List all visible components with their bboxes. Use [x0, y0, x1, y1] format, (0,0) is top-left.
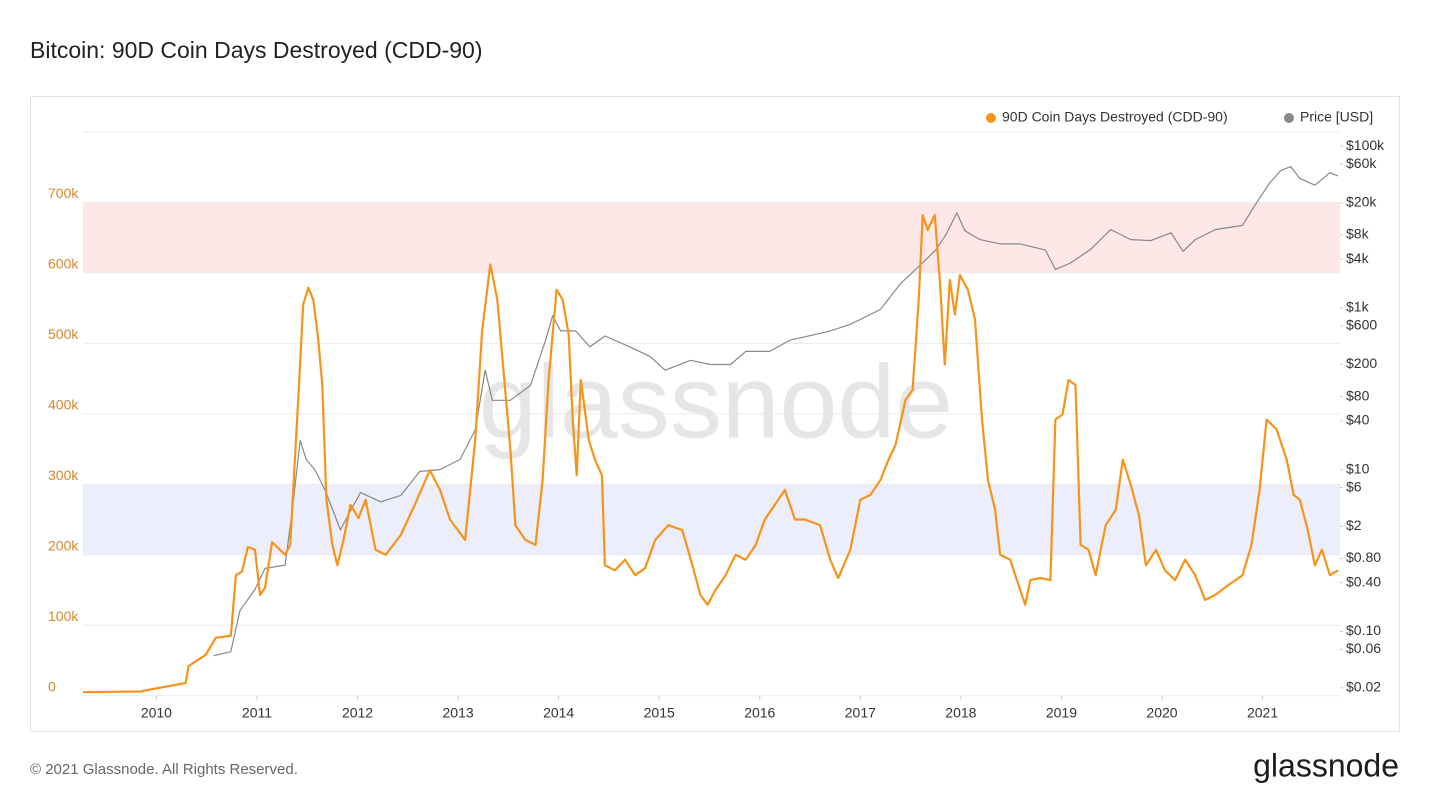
- y2-tick-label: $0.40: [1346, 573, 1381, 589]
- x-tick-label: 2013: [443, 705, 474, 721]
- x-tick-label: 2018: [945, 705, 976, 721]
- legend-label: Price [USD]: [1300, 109, 1373, 125]
- plot: [82, 166, 1339, 694]
- y-tick-label: 600k: [48, 256, 79, 272]
- y-tick-label: 300k: [48, 467, 79, 483]
- x-tick-label: 2014: [543, 705, 574, 721]
- x-tick-label: 2017: [845, 705, 876, 721]
- y-tick-label: 200k: [48, 537, 79, 553]
- y-tick-label: 0: [48, 678, 56, 694]
- x-tick-label: 2015: [644, 705, 675, 721]
- x-tick-label: 2012: [342, 705, 373, 721]
- x-tick-label: 2020: [1146, 705, 1177, 721]
- price-line: [213, 166, 1339, 657]
- x-tick-label: 2010: [141, 705, 172, 721]
- y2-tick-label: $2: [1346, 517, 1362, 533]
- y2-tick-label: $40: [1346, 412, 1370, 428]
- x-tick-label: 2021: [1247, 705, 1278, 721]
- footer: © 2021 Glassnode. All Rights Reserved.: [30, 761, 298, 778]
- chart-title: Bitcoin: 90D Coin Days Destroyed (CDD-90…: [30, 37, 483, 63]
- y2-tick-label: $0.80: [1346, 549, 1381, 565]
- axes: 0 100k 200k 300k 400k 500k 600k 700k $100k $60k $2…: [48, 109, 1385, 721]
- y2-tick-label: $60k: [1346, 155, 1377, 171]
- y-tick-label: 500k: [48, 326, 79, 342]
- y2-tick-label: $4k: [1346, 250, 1370, 266]
- y2-tick-label: $80: [1346, 387, 1370, 403]
- y2-tick-label: $1k: [1346, 299, 1370, 315]
- cdd-line: [82, 214, 1339, 694]
- x-tick-label: 2016: [744, 705, 775, 721]
- threshold-band: [83, 202, 1340, 273]
- x-tick-label: 2011: [242, 705, 272, 721]
- y2-tick-label: $20k: [1346, 193, 1377, 209]
- y-tick-label: 700k: [48, 185, 79, 201]
- y2-tick-label: $600: [1346, 317, 1377, 333]
- watermark: glassnode: [479, 344, 953, 460]
- y2-tick-label: $0.02: [1346, 679, 1381, 695]
- y2-tick-label: $10: [1346, 460, 1370, 476]
- legend-label: 90D Coin Days Destroyed (CDD-90): [1002, 109, 1228, 125]
- y2-tick-label: $0.10: [1346, 622, 1381, 638]
- y-tick-label: 100k: [48, 608, 79, 624]
- y2-tick-label: $6: [1346, 478, 1362, 494]
- logo: glassnode: [1253, 747, 1399, 783]
- legend-swatch: [986, 113, 996, 123]
- grid: [83, 131, 1340, 697]
- y2-tick-label: $0.06: [1346, 640, 1381, 656]
- chart-panel: [30, 96, 1400, 732]
- x-tick-label: 2019: [1046, 705, 1077, 721]
- y-tick-label: 400k: [48, 397, 79, 413]
- y2-tick-label: $100k: [1346, 137, 1385, 153]
- y2-tick-label: $200: [1346, 355, 1377, 371]
- y2-tick-label: $8k: [1346, 226, 1370, 242]
- legend-swatch: [1284, 113, 1294, 123]
